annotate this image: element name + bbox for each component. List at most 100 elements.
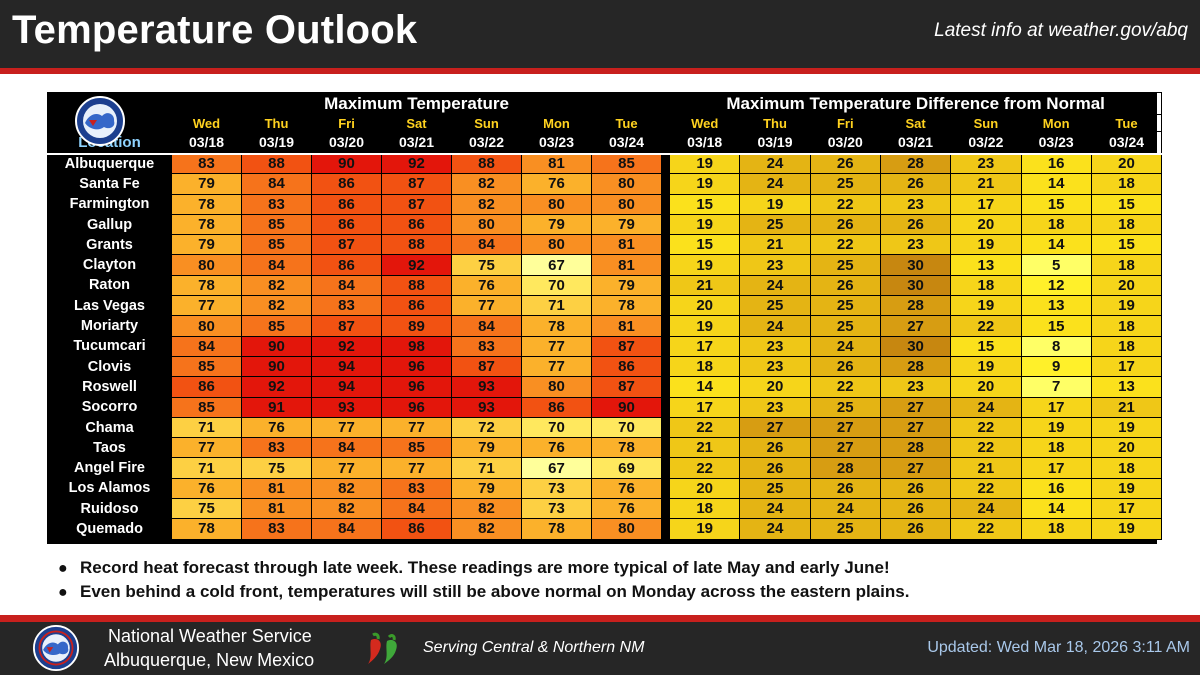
max-temp-cell: 82 [451, 518, 522, 540]
diff-temp-cell: 22 [950, 315, 1022, 337]
diff-temp-cell: 24 [950, 396, 1022, 418]
diff-temp-cell: 24 [739, 518, 811, 540]
diff-temp-cell: 18 [1090, 315, 1163, 337]
diff-temp-cell: 26 [879, 173, 952, 195]
table-divider [661, 376, 670, 398]
max-temp-cell: 77 [451, 295, 522, 317]
diff-temp-cell: 28 [879, 152, 952, 175]
diff-temp-cell: 20 [1090, 274, 1163, 297]
max-temp-cell: 81 [241, 477, 312, 500]
chili-pepper-icon [368, 632, 397, 664]
diff-temp-cell: 27 [879, 457, 952, 479]
diff-temp-cell: 22 [809, 234, 881, 256]
diff-temp-cell: 28 [879, 355, 952, 378]
diff-temp-cell: 20 [1090, 152, 1163, 175]
diff-temp-cell: 26 [739, 457, 811, 479]
max-temp-title: Maximum Temperature [170, 92, 663, 115]
diff-temp-cell: 19 [669, 213, 741, 236]
diff-temp-cell: 13 [1090, 376, 1163, 398]
max-temp-cell: 77 [171, 437, 242, 459]
max-temp-cell: 78 [171, 213, 242, 236]
max-temp-cell: 79 [451, 477, 522, 500]
table-row: Grants 79 85 87 88 84 80 81 15 21 22 23 19 14 15 [47, 234, 1163, 256]
location-name: Grants [47, 234, 172, 256]
max-temp-cell: 84 [451, 234, 522, 256]
location-name: Santa Fe [47, 173, 172, 195]
diff-temp-cell: 27 [809, 437, 881, 459]
table-divider [661, 153, 670, 174]
table-row: Quemado 78 83 84 86 82 78 80 19 24 25 26 22 18 19 [47, 518, 1163, 540]
diff-temp-cell: 19 [950, 295, 1022, 317]
day-header: Sun [950, 114, 1022, 132]
location-name: Farmington [47, 193, 172, 215]
diff-temp-cell: 18 [1020, 518, 1092, 540]
diff-temp-cell: 28 [879, 437, 952, 459]
diff-temp-cell: 30 [879, 274, 952, 297]
max-temp-cell: 90 [590, 396, 663, 418]
table-divider [661, 234, 670, 255]
diff-temp-cell: 15 [669, 234, 741, 256]
diff-temp-cell: 23 [879, 193, 952, 215]
diff-temp-cell: 15 [1020, 315, 1092, 337]
max-temp-cell: 94 [311, 355, 382, 378]
diff-temp-cell: 27 [809, 416, 881, 439]
max-temp-cell: 82 [241, 274, 312, 297]
max-temp-cell: 81 [241, 498, 312, 520]
diff-temp-cell: 19 [1020, 416, 1092, 439]
location-name: Socorro [47, 396, 172, 418]
max-temp-cell: 85 [241, 315, 312, 337]
max-temp-cell: 69 [590, 457, 663, 479]
diff-temp-cell: 19 [669, 315, 741, 337]
max-temp-cell: 78 [590, 437, 663, 459]
table-divider [661, 114, 670, 132]
max-temp-cell: 87 [381, 193, 452, 215]
max-temp-cell: 90 [311, 152, 382, 175]
diff-temp-cell: 26 [809, 152, 881, 175]
diff-temp-cell: 26 [809, 477, 881, 500]
max-temp-cell: 86 [311, 193, 382, 215]
day-header: Sat [381, 114, 452, 132]
max-temp-cell: 76 [590, 498, 663, 520]
diff-temp-cell: 5 [1020, 254, 1092, 276]
table-row: Gallup 78 85 86 86 80 79 79 19 25 26 26 20 18 18 [47, 213, 1163, 236]
location-name: Albuquerque [47, 152, 172, 175]
max-temp-cell: 77 [521, 335, 592, 357]
day-header: Tue [1090, 114, 1163, 132]
max-temp-cell: 82 [451, 193, 522, 215]
diff-temp-cell: 21 [669, 437, 741, 459]
table-divider [661, 356, 670, 377]
location-name: Tucumcari [47, 335, 172, 357]
diff-temp-cell: 22 [669, 457, 741, 479]
max-temp-cell: 71 [171, 457, 242, 479]
location-name: Gallup [47, 213, 172, 236]
table-divider [661, 336, 670, 357]
diff-temp-cell: 22 [950, 437, 1022, 459]
day-header: Tue [590, 114, 663, 132]
table-row: Los Alamos 76 81 82 83 79 73 76 20 25 26 26 22 16 19 [47, 477, 1163, 500]
diff-temp-cell: 19 [669, 518, 741, 540]
org-location: Albuquerque, New Mexico [104, 650, 315, 670]
max-temp-cell: 82 [451, 173, 522, 195]
diff-temp-cell: 15 [1020, 193, 1092, 215]
diff-temp-cell: 26 [879, 477, 952, 500]
max-temp-cell: 77 [381, 416, 452, 439]
day-header: Mon [1020, 114, 1092, 132]
table-row: Farmington 78 83 86 87 82 80 80 15 19 22 23 17 15 15 [47, 193, 1163, 215]
location-name: Taos [47, 437, 172, 459]
max-temp-cell: 88 [451, 152, 522, 175]
max-temp-cell: 86 [311, 173, 382, 195]
diff-temp-cell: 20 [739, 376, 811, 398]
max-temp-cell: 84 [241, 254, 312, 276]
max-temp-cell: 83 [241, 193, 312, 215]
max-temp-cell: 82 [451, 498, 522, 520]
diff-temp-cell: 24 [739, 274, 811, 297]
diff-temp-cell: 14 [1020, 173, 1092, 195]
max-temp-cell: 93 [451, 396, 522, 418]
max-temp-cell: 78 [171, 193, 242, 215]
diff-temp-cell: 19 [950, 234, 1022, 256]
location-name: Ruidoso [47, 498, 172, 520]
diff-temp-cell: 25 [809, 254, 881, 276]
max-temp-cell: 85 [171, 396, 242, 418]
max-temp-cell: 83 [171, 152, 242, 175]
max-temp-cell: 70 [521, 274, 592, 297]
